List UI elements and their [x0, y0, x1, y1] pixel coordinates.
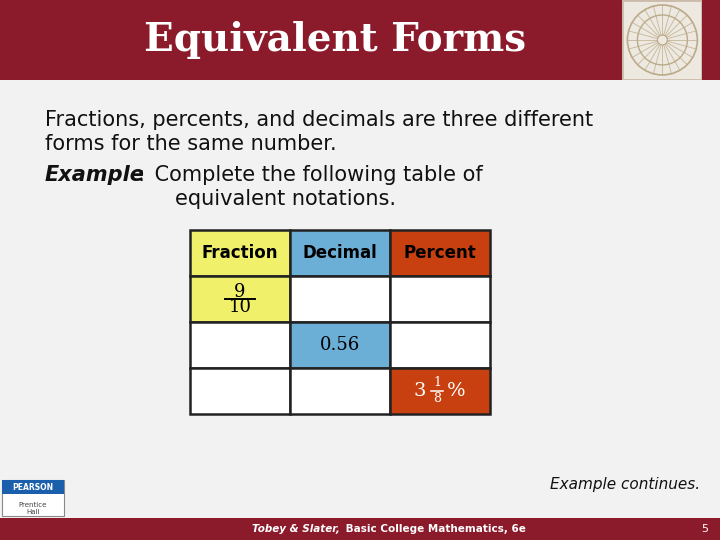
Text: Decimal: Decimal [302, 244, 377, 262]
Text: Percent: Percent [404, 244, 477, 262]
Text: equivalent notations.: equivalent notations. [175, 189, 396, 209]
Text: Tobey & Slater,: Tobey & Slater, [252, 524, 340, 534]
Text: Example continues.: Example continues. [550, 477, 700, 492]
Bar [290, 322, 390, 368]
Text: %: % [446, 382, 465, 400]
Bar [190, 230, 290, 276]
Bar [190, 322, 290, 368]
Text: Equivalent Forms: Equivalent Forms [144, 21, 526, 59]
Bar [0, 0, 720, 80]
Bar [190, 368, 290, 414]
Text: Prentice: Prentice [19, 502, 48, 508]
Text: Example: Example [45, 165, 145, 185]
Bar [0, 518, 720, 540]
Text: PEARSON: PEARSON [12, 483, 53, 491]
Text: Basic College Mathematics, 6e: Basic College Mathematics, 6e [342, 524, 526, 534]
Text: 5: 5 [701, 524, 708, 534]
Text: forms for the same number.: forms for the same number. [45, 134, 337, 154]
Bar [190, 276, 290, 322]
Bar [290, 230, 390, 276]
Bar [2, 480, 64, 494]
Bar [390, 322, 490, 368]
Text: Fraction: Fraction [202, 244, 278, 262]
Bar [390, 276, 490, 322]
Text: 8: 8 [433, 393, 441, 406]
Text: Hall: Hall [26, 509, 40, 515]
Text: Complete the following table of: Complete the following table of [148, 165, 482, 185]
Text: 3: 3 [414, 382, 426, 400]
Text: 0.56: 0.56 [320, 336, 360, 354]
Bar [290, 276, 390, 322]
Text: :: : [138, 165, 145, 185]
Text: Fractions, percents, and decimals are three different: Fractions, percents, and decimals are th… [45, 110, 593, 130]
Bar [390, 368, 490, 414]
Text: 10: 10 [228, 298, 251, 316]
Bar [290, 368, 390, 414]
Bar [2, 480, 64, 516]
Text: 9: 9 [234, 283, 246, 301]
Bar [390, 230, 490, 276]
Text: 1: 1 [433, 376, 441, 389]
